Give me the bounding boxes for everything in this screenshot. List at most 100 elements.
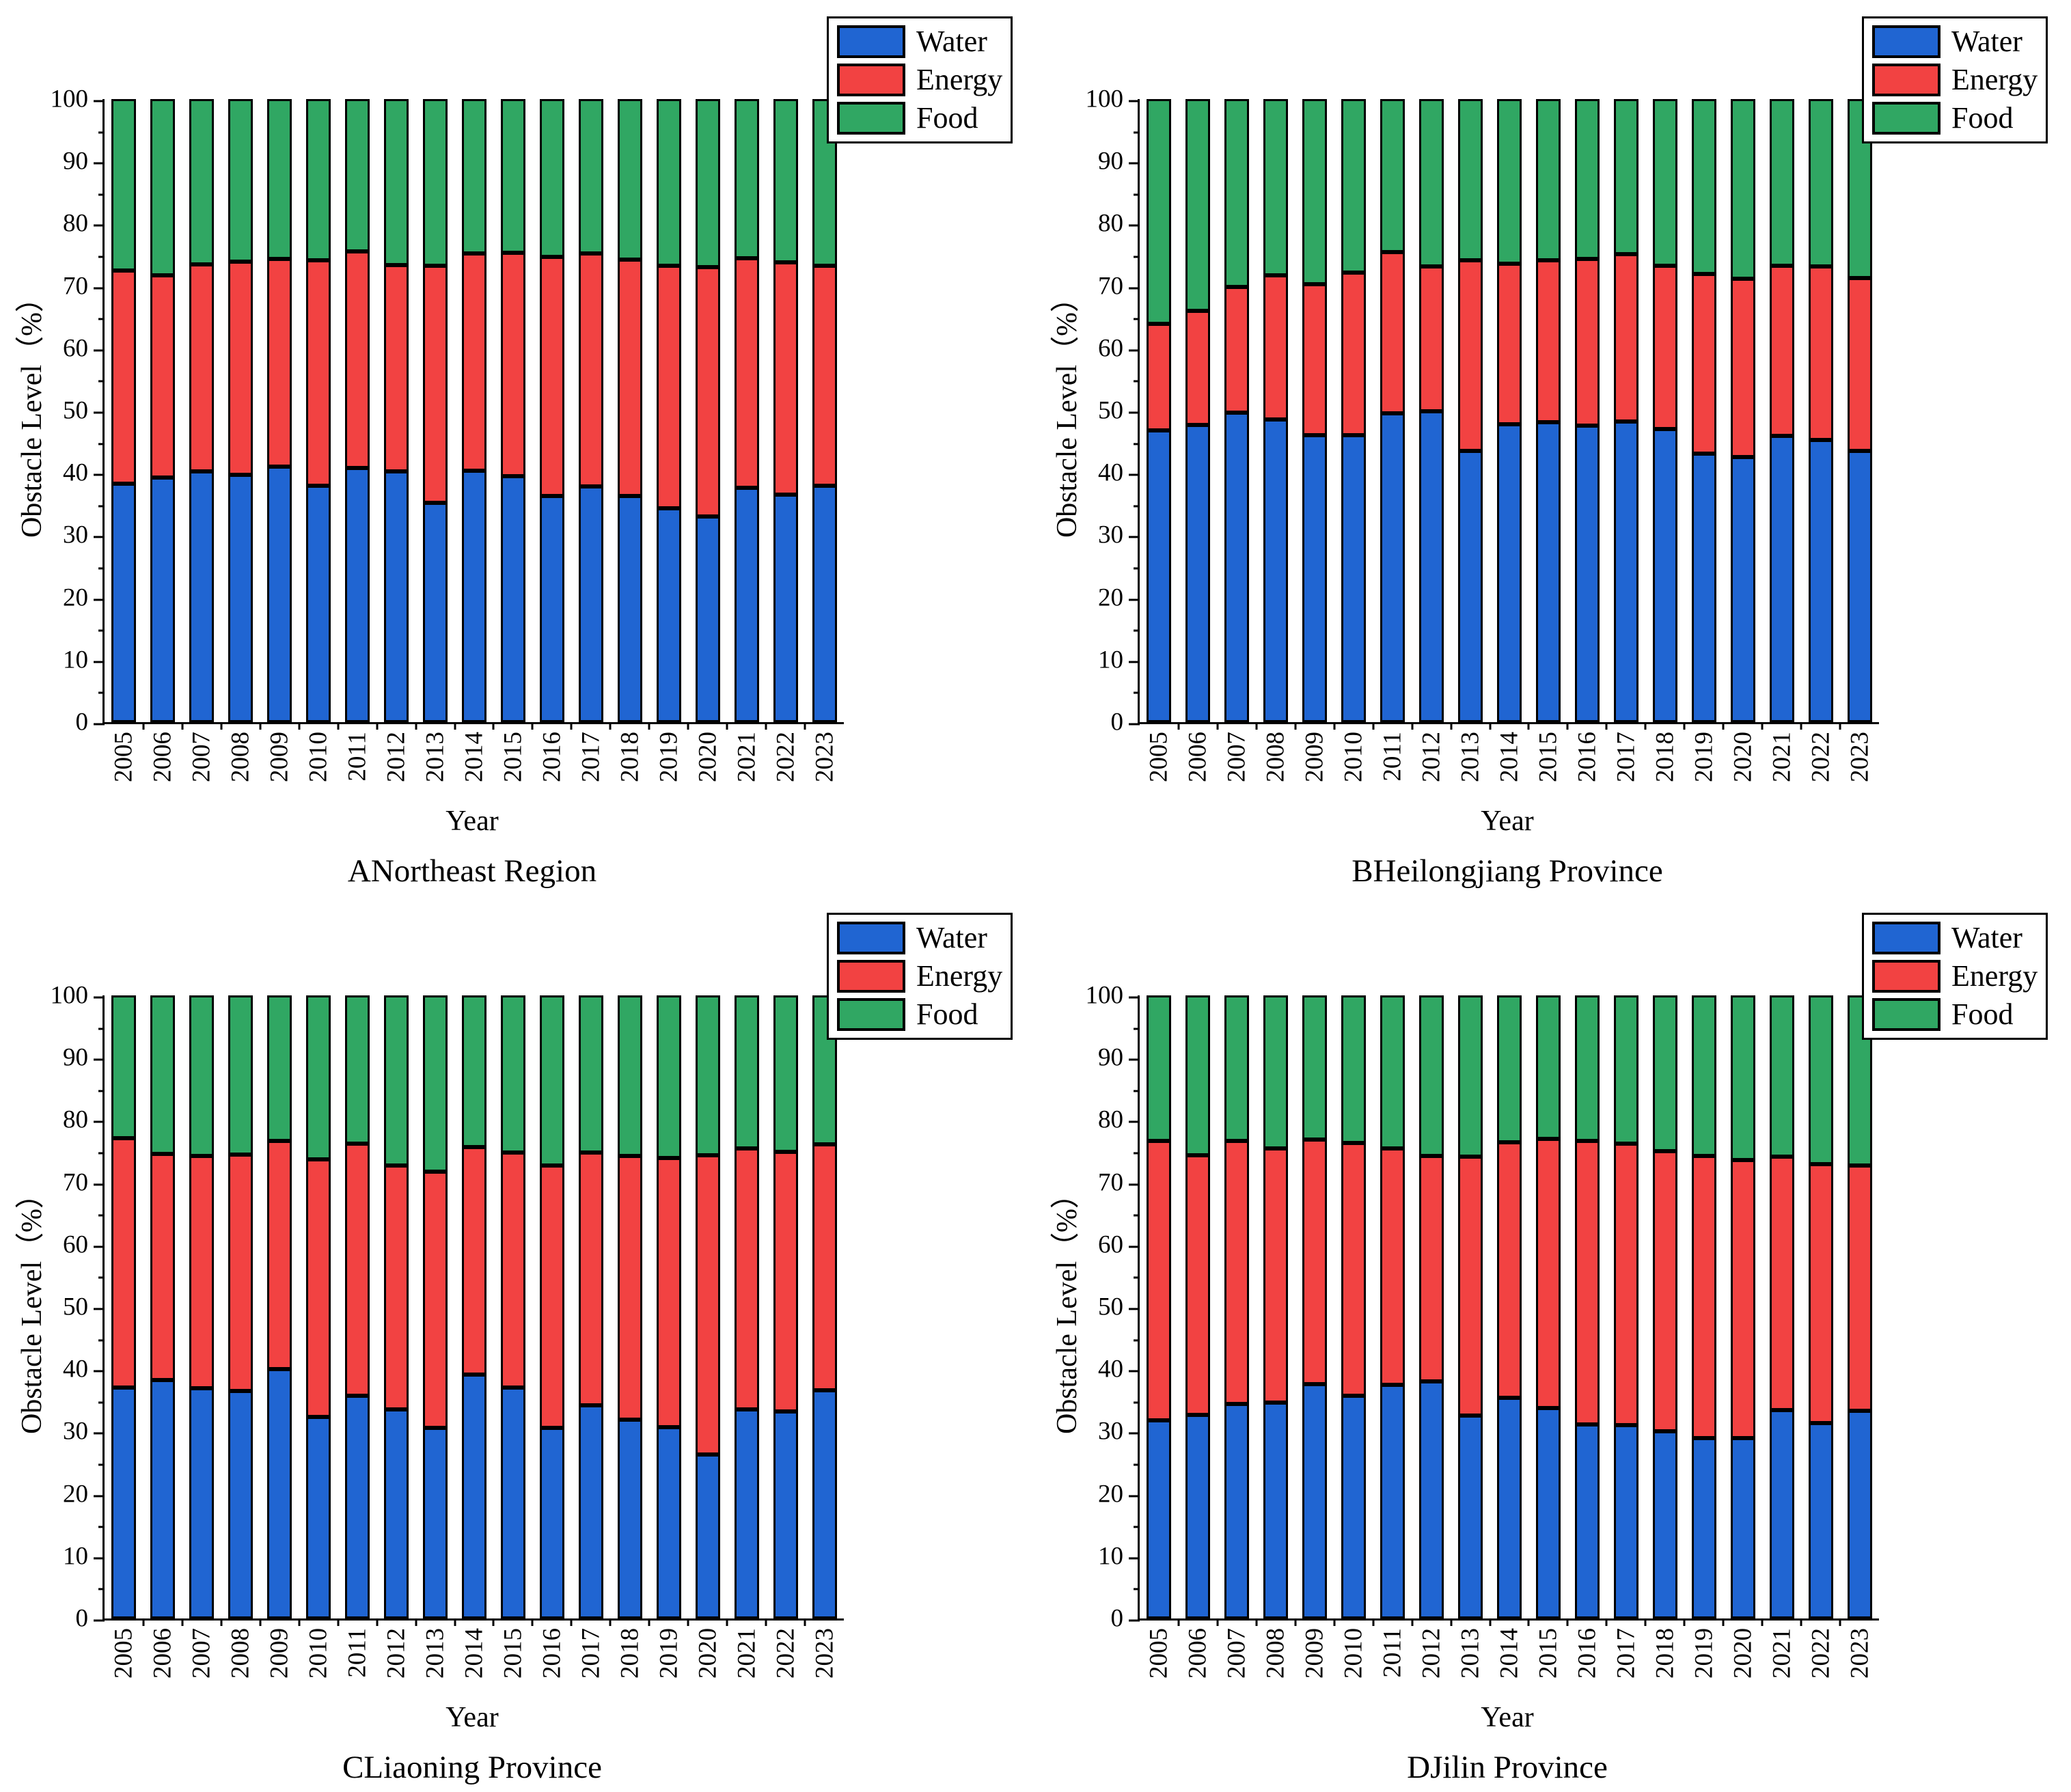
bar-segment-energy (111, 270, 137, 484)
y-minor-tick (1134, 318, 1140, 320)
x-tick (376, 722, 379, 730)
x-tick (1839, 722, 1841, 730)
bar-segment-food (150, 99, 176, 276)
y-tick-label: 20 (1098, 583, 1123, 612)
bar-segment-food (734, 99, 759, 259)
y-minor-tick (98, 1090, 105, 1092)
x-tick (1372, 1618, 1375, 1626)
y-major-tick (1129, 1058, 1140, 1061)
bar-segment-water (1730, 1437, 1755, 1618)
y-major-tick (94, 1058, 105, 1061)
x-tick (804, 722, 806, 730)
y-tick-label: 70 (63, 1168, 88, 1197)
y-tick-label: 90 (1098, 147, 1123, 176)
x-tick-label: 2021 (732, 732, 761, 782)
x-tick-label: 2008 (1261, 1628, 1290, 1679)
x-tick-label: 2009 (1300, 732, 1329, 782)
bar-segment-water (1419, 411, 1444, 722)
bar-segment-food (1341, 99, 1367, 273)
bar-2014 (1497, 995, 1522, 1618)
bar-segment-water (345, 1395, 370, 1618)
energy-swatch-icon (1872, 960, 1940, 993)
x-tick (1761, 1618, 1764, 1626)
bar-2021 (1769, 99, 1794, 722)
x-tick (415, 1618, 417, 1626)
bar-segment-food (1224, 99, 1250, 287)
bar-segment-food (1458, 99, 1483, 261)
legend-label: Food (916, 997, 978, 1031)
bar-segment-energy (617, 260, 642, 496)
x-tick-label: 2015 (1534, 732, 1563, 782)
x-tick (337, 722, 340, 730)
bar-segment-energy (306, 1159, 331, 1418)
bar-segment-energy (1574, 1140, 1600, 1425)
y-tick-label: 60 (1098, 1230, 1123, 1259)
x-tick-label: 2017 (577, 1628, 605, 1679)
y-major-tick (1129, 1308, 1140, 1310)
y-major-tick (1129, 661, 1140, 663)
y-tick-label: 40 (63, 1355, 88, 1383)
bar-segment-water (1380, 1385, 1405, 1618)
bar-segment-water (578, 1405, 603, 1618)
x-tick-label: 2007 (187, 732, 216, 782)
bar-segment-food (1652, 99, 1677, 266)
x-tick-label: 2021 (1768, 1628, 1796, 1679)
bar-segment-water (1147, 1420, 1172, 1618)
legend-item-food: Food (1872, 102, 2038, 135)
x-tick-label: 2019 (655, 732, 683, 782)
y-axis-label: Obstacle Level（%） (1052, 283, 1083, 538)
bar-segment-water (812, 486, 837, 722)
bar-segment-water (1458, 451, 1483, 722)
legend-item-energy: Energy (1872, 960, 2038, 993)
y-major-tick (94, 1432, 105, 1435)
bar-segment-energy (734, 258, 759, 488)
bar-segment-food (150, 995, 176, 1154)
bar-2012 (1419, 99, 1444, 722)
bar-segment-food (1730, 99, 1755, 279)
y-major-tick (1129, 349, 1140, 352)
bar-segment-water (1302, 1384, 1328, 1618)
bar-segment-energy (1691, 1156, 1716, 1438)
bar-2021 (734, 995, 759, 1618)
bar-segment-food (1458, 995, 1483, 1157)
bar-segment-water (1458, 1415, 1483, 1618)
x-tick-label: 2008 (226, 1628, 255, 1679)
x-tick-label: 2017 (577, 732, 605, 782)
x-tick-label: 2006 (148, 732, 177, 782)
bar-segment-water (306, 1417, 331, 1618)
bar-segment-water (1302, 435, 1328, 722)
bar-segment-energy (617, 1156, 642, 1420)
bar-segment-food (578, 99, 603, 254)
bar-segment-energy (1185, 1155, 1211, 1415)
bar-segment-food (617, 995, 642, 1157)
x-tick-label: 2006 (1183, 1628, 1212, 1679)
bar-segment-water (1652, 1431, 1677, 1618)
x-tick (1683, 722, 1686, 730)
bar-segment-food (578, 995, 603, 1153)
y-tick-label: 40 (1098, 1355, 1123, 1383)
bar-segment-water (423, 1427, 448, 1618)
y-minor-tick (98, 443, 105, 445)
bar-2023 (812, 99, 837, 722)
x-tick (1450, 1618, 1453, 1626)
y-major-tick (94, 1619, 105, 1622)
bar-segment-water (1730, 456, 1755, 722)
bar-2017 (578, 995, 603, 1618)
bar-segment-food (189, 99, 215, 264)
chart-panel-liaoning-province: 0 10 20 30 40 50 60 70 80 90 100 2005 2006 2007 2008 20… (0, 896, 1036, 1792)
x-tick-label: 2010 (304, 732, 333, 782)
bar-2016 (539, 995, 564, 1618)
x-tick-label: 2012 (1417, 1628, 1446, 1679)
bar-segment-water (1380, 413, 1405, 722)
bar-segment-food (1147, 995, 1172, 1142)
bar-segment-food (656, 99, 681, 266)
bar-segment-energy (150, 1153, 176, 1380)
bar-2021 (1769, 995, 1794, 1618)
y-major-tick (1129, 1183, 1140, 1186)
x-tick (220, 1618, 223, 1626)
x-tick-label: 2016 (1573, 1628, 1602, 1679)
y-major-tick (94, 162, 105, 165)
bar-2011 (345, 99, 370, 722)
x-tick-label: 2012 (1417, 732, 1446, 782)
bar-segment-food (1652, 995, 1677, 1151)
